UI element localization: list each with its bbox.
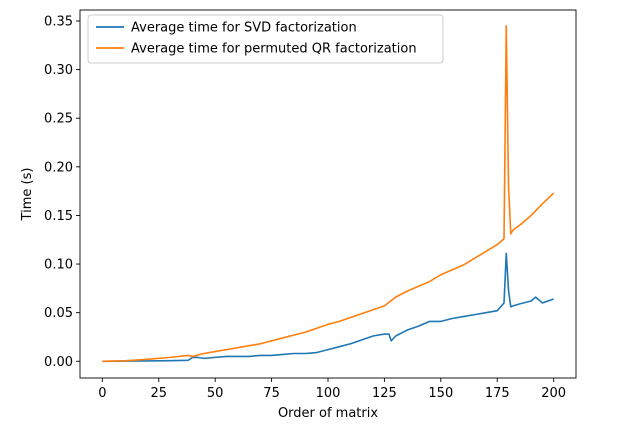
y-tick-label: 0.15 bbox=[44, 209, 73, 224]
legend: Average time for SVD factorization Averag… bbox=[87, 14, 444, 64]
y-tick-label: 0.00 bbox=[44, 355, 73, 370]
y-axis-label: Time (s) bbox=[20, 168, 35, 222]
x-tick-label: 0 bbox=[98, 386, 106, 401]
series-line-0 bbox=[102, 252, 554, 363]
y-tick-label: 0.30 bbox=[44, 63, 73, 78]
x-tick-label: 150 bbox=[428, 386, 453, 401]
axes: 0 25 50 75 100 125 150 175 200 0.00 0.05 0.10 0.15 0.… bbox=[20, 9, 577, 421]
y-tick-label: 0.25 bbox=[44, 112, 73, 127]
x-tick-label: 100 bbox=[316, 386, 341, 401]
legend-label-0: Average time for SVD factorization bbox=[131, 21, 357, 36]
x-tick-label: 175 bbox=[485, 386, 510, 401]
y-tick-label: 0.35 bbox=[44, 14, 73, 29]
x-tick-label: 25 bbox=[150, 386, 167, 401]
plot-area bbox=[102, 25, 555, 363]
x-axis-label: Order of matrix bbox=[278, 406, 378, 421]
x-tick-label: 75 bbox=[263, 386, 280, 401]
y-tick-label: 0.10 bbox=[44, 258, 73, 273]
y-tick-label: 0.20 bbox=[44, 160, 73, 175]
series-line-1 bbox=[102, 25, 555, 363]
x-tick-label: 200 bbox=[541, 386, 566, 401]
legend-box bbox=[87, 14, 444, 64]
x-tick-label: 125 bbox=[372, 386, 397, 401]
legend-label-1: Average time for permuted QR factorizati… bbox=[131, 42, 417, 57]
y-tick-label: 0.05 bbox=[44, 306, 73, 321]
x-tick-label: 50 bbox=[207, 386, 224, 401]
